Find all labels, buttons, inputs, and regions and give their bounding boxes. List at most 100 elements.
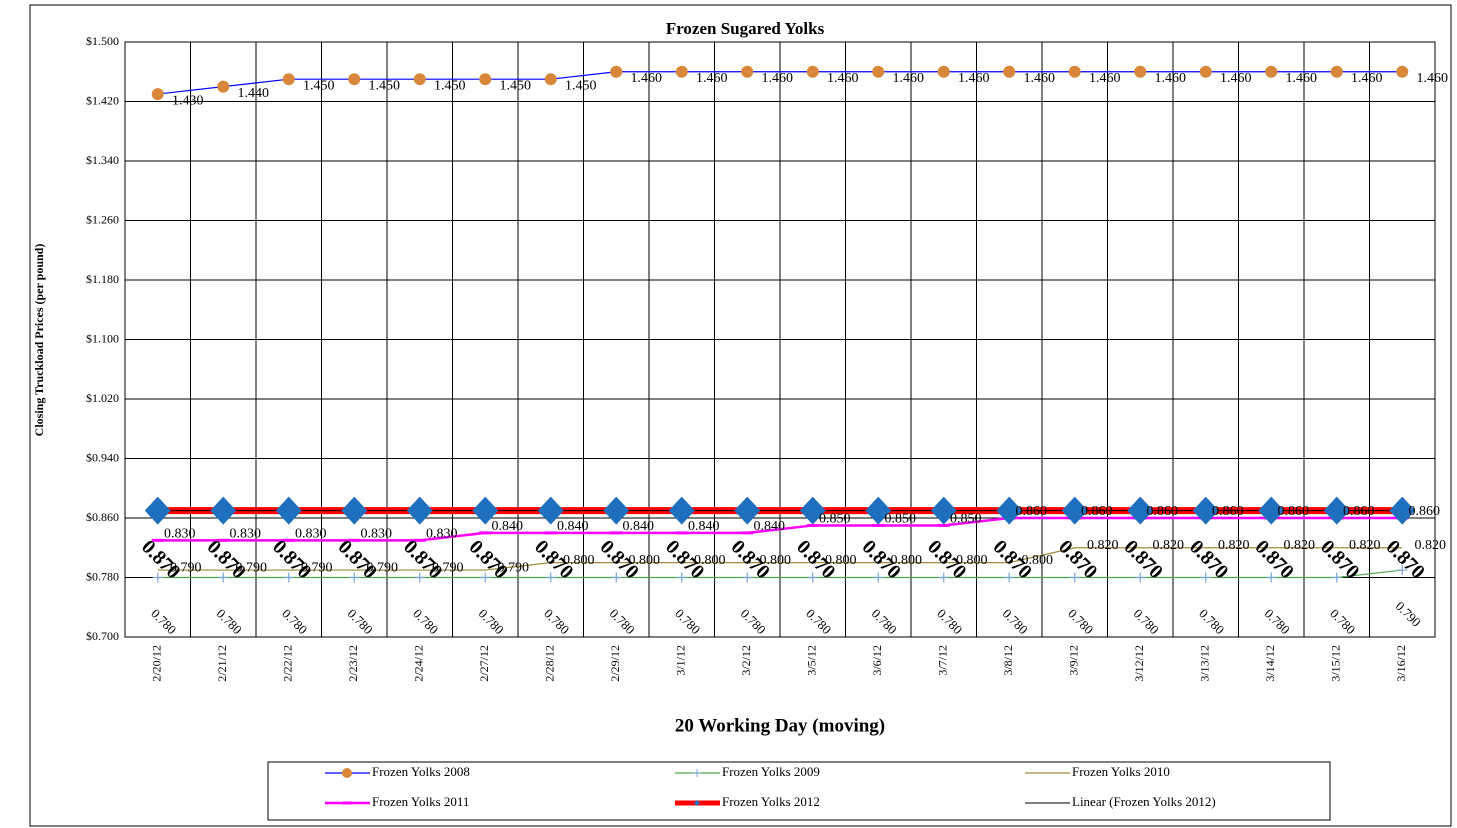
x-tick-label: 3/15/12 bbox=[1329, 645, 1343, 682]
data-label: 0.840 bbox=[492, 519, 524, 534]
marker bbox=[603, 496, 630, 525]
data-label: 0.800 bbox=[1022, 553, 1054, 568]
data-label: 0.820 bbox=[1153, 538, 1185, 553]
data-label: 0.790 bbox=[170, 560, 202, 575]
x-tick-label: 3/9/12 bbox=[1067, 645, 1081, 676]
data-label: 0.800 bbox=[825, 553, 857, 568]
marker bbox=[414, 572, 425, 583]
marker bbox=[349, 572, 360, 583]
marker bbox=[544, 73, 557, 86]
marker bbox=[1068, 65, 1081, 78]
data-label: 0.800 bbox=[891, 553, 923, 568]
data-label: 0.820 bbox=[1087, 538, 1119, 553]
data-label: 0.820 bbox=[1415, 538, 1447, 553]
x-tick-label: 3/2/12 bbox=[739, 645, 753, 676]
marker bbox=[1330, 65, 1343, 78]
marker bbox=[1265, 65, 1278, 78]
marker bbox=[406, 496, 433, 525]
data-label: 1.460 bbox=[827, 71, 859, 86]
y-tick-label: $1.500 bbox=[86, 34, 119, 48]
data-label: 1.460 bbox=[1024, 71, 1056, 86]
series-line bbox=[157, 71, 1403, 95]
x-tick-label: 2/20/12 bbox=[150, 645, 164, 682]
marker bbox=[806, 65, 819, 78]
y-tick-label: $1.100 bbox=[86, 331, 119, 345]
data-label: 0.830 bbox=[164, 527, 196, 542]
x-tick-label: 3/12/12 bbox=[1132, 645, 1146, 682]
series-line bbox=[157, 516, 1403, 542]
marker bbox=[479, 73, 492, 86]
data-label: 1.460 bbox=[1089, 71, 1121, 86]
data-label: 1.450 bbox=[565, 78, 597, 93]
data-label: 1.460 bbox=[1351, 71, 1383, 86]
data-label: 0.820 bbox=[1284, 538, 1316, 553]
marker bbox=[348, 73, 361, 86]
marker bbox=[413, 73, 426, 86]
data-label: 0.840 bbox=[557, 519, 589, 534]
data-label: 0.860 bbox=[1016, 504, 1048, 519]
marker bbox=[930, 496, 957, 525]
data-label: 1.460 bbox=[1286, 71, 1318, 86]
marker bbox=[1061, 496, 1088, 525]
marker bbox=[1331, 572, 1342, 583]
marker bbox=[217, 80, 230, 93]
data-label: 0.820 bbox=[1218, 538, 1250, 553]
data-label: 1.430 bbox=[172, 93, 204, 108]
marker bbox=[996, 496, 1023, 525]
data-label: 0.860 bbox=[1409, 504, 1441, 519]
marker bbox=[472, 496, 499, 525]
marker bbox=[741, 65, 754, 78]
legend-marker bbox=[342, 768, 352, 778]
marker bbox=[218, 572, 229, 583]
legend-label: Frozen Yolks 2011 bbox=[372, 794, 469, 809]
x-axis-title: 20 Working Day (moving) bbox=[675, 715, 885, 736]
marker bbox=[1396, 65, 1409, 78]
marker bbox=[152, 572, 163, 583]
data-label: 1.450 bbox=[303, 78, 335, 93]
series-line bbox=[157, 569, 1403, 579]
data-label: 0.860 bbox=[1081, 504, 1113, 519]
x-tick-label: 2/23/12 bbox=[346, 645, 360, 682]
data-label: 0.830 bbox=[230, 527, 262, 542]
x-tick-label: 3/13/12 bbox=[1198, 645, 1212, 682]
data-label: 0.830 bbox=[426, 527, 458, 542]
y-tick-label: $0.940 bbox=[86, 450, 119, 464]
marker bbox=[1069, 572, 1080, 583]
x-tick-label: 3/6/12 bbox=[870, 645, 884, 676]
chart-frame bbox=[29, 4, 1452, 827]
data-label: 0.840 bbox=[688, 519, 720, 534]
marker bbox=[1003, 65, 1016, 78]
x-tick-label: 3/5/12 bbox=[805, 645, 819, 676]
data-label: 0.820 bbox=[1349, 538, 1381, 553]
marker bbox=[144, 496, 171, 525]
marker bbox=[537, 496, 564, 525]
data-label: 1.460 bbox=[631, 71, 663, 86]
marker bbox=[1200, 572, 1211, 583]
x-tick-label: 2/21/12 bbox=[215, 645, 229, 682]
data-label: 1.450 bbox=[369, 78, 401, 93]
data-label: 1.460 bbox=[893, 71, 925, 86]
marker bbox=[341, 496, 368, 525]
x-tick-label: 3/14/12 bbox=[1263, 645, 1277, 682]
legend-label: Frozen Yolks 2008 bbox=[372, 764, 470, 779]
y-tick-label: $1.420 bbox=[86, 93, 119, 107]
legend-label: Frozen Yolks 2010 bbox=[1072, 764, 1170, 779]
data-label: 1.460 bbox=[762, 71, 794, 86]
marker bbox=[1397, 565, 1408, 576]
legend-label: Linear (Frozen Yolks 2012) bbox=[1072, 794, 1216, 809]
data-label: 0.850 bbox=[950, 512, 982, 527]
data-label: 0.830 bbox=[295, 527, 327, 542]
marker bbox=[610, 65, 623, 78]
data-label: 1.460 bbox=[1417, 71, 1449, 86]
marker bbox=[1004, 572, 1015, 583]
marker bbox=[1134, 65, 1147, 78]
marker bbox=[937, 65, 950, 78]
marker bbox=[676, 572, 687, 583]
marker bbox=[807, 572, 818, 583]
data-label: 0.790 bbox=[367, 560, 399, 575]
data-label: 0.790 bbox=[432, 560, 464, 575]
legend-label: Frozen Yolks 2012 bbox=[722, 794, 820, 809]
data-label: 0.840 bbox=[623, 519, 655, 534]
x-tick-label: 3/1/12 bbox=[674, 645, 688, 676]
y-tick-label: $1.340 bbox=[86, 153, 119, 167]
